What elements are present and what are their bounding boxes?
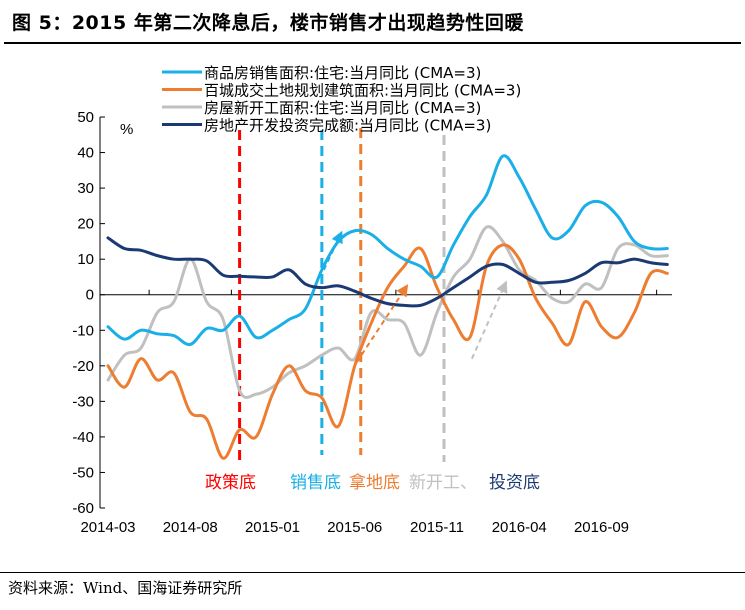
trend-arrow-head — [396, 284, 409, 298]
legend-label: 百城成交土地规划建筑面积:当月同比 (CMA=3) — [204, 82, 521, 100]
y-tick-label: 10 — [77, 251, 94, 268]
legend: 商品房销售面积:住宅:当月同比 (CMA=3)百城成交土地规划建筑面积:当月同比… — [162, 64, 521, 135]
y-tick-label: 40 — [77, 145, 94, 162]
x-tick-label: 2016-04 — [492, 519, 547, 536]
x-tick-label: 2016-09 — [574, 519, 629, 536]
source-note: 资料来源：Wind、国海证券研究所 — [8, 579, 243, 597]
footer-divider — [0, 572, 745, 573]
series-line-1 — [106, 243, 669, 460]
marker-label: 销售底 — [290, 473, 341, 493]
x-tick-label: 2014-08 — [163, 519, 218, 536]
trend-arrow-shaft — [355, 293, 403, 363]
marker-label: 拿地底 — [349, 472, 400, 493]
x-tick-label: 2014-03 — [80, 519, 135, 536]
marker-label: 政策底 — [205, 473, 256, 493]
series-line-0 — [106, 154, 669, 347]
series-line-3 — [106, 236, 669, 308]
line-chart: 50 40 30 20 10 0 -10 -20 -30 -40 -50 -60% 2014-03 201… — [72, 64, 672, 536]
legend-label: 房屋新开工面积:住宅:当月同比 (CMA=3) — [204, 99, 481, 117]
series-lines — [106, 154, 669, 460]
x-tick-label: 2015-01 — [245, 519, 300, 536]
marker-label: 投资底 — [489, 473, 540, 493]
y-tick-label: 50 — [77, 109, 94, 126]
y-tick-label: -30 — [72, 393, 94, 410]
x-tick-label: 2015-11 — [410, 519, 464, 536]
x-tick-label: 2015-06 — [327, 519, 382, 536]
y-tick-label: 20 — [77, 216, 94, 233]
trend-arrow-head — [331, 230, 343, 245]
y-tick-label: 0 — [86, 287, 94, 304]
y-tick-label: -40 — [72, 429, 94, 446]
y-tick-label: 30 — [77, 180, 94, 197]
title-divider — [4, 42, 741, 44]
legend-label: 商品房销售面积:住宅:当月同比 (CMA=3) — [204, 64, 481, 82]
marker-annotations: 政策底 销售底 拿地底 新开工、 投资底 — [205, 472, 540, 493]
trend-arrow-head — [496, 280, 508, 294]
y-tick-label: -50 — [72, 464, 94, 481]
y-tick-label: -60 — [72, 500, 94, 517]
y-tick-label: -10 — [72, 322, 94, 339]
legend-label: 房地产开发投资完成额:当月同比 (CMA=3) — [204, 117, 491, 135]
series-line-2 — [106, 225, 669, 399]
y-axis-label: % — [120, 121, 133, 138]
trend-arrows — [322, 230, 508, 363]
axes: 50 40 30 20 10 0 -10 -20 -30 -40 -50 -60% 2014-03 201… — [72, 109, 672, 536]
y-tick-label: -20 — [72, 358, 94, 375]
marker-label: 新开工、 — [409, 473, 477, 493]
figure-title: 图 5：2015 年第二次降息后，楼市销售才出现趋势性回暖 — [12, 12, 524, 34]
trend-arrow-shaft — [470, 291, 503, 360]
